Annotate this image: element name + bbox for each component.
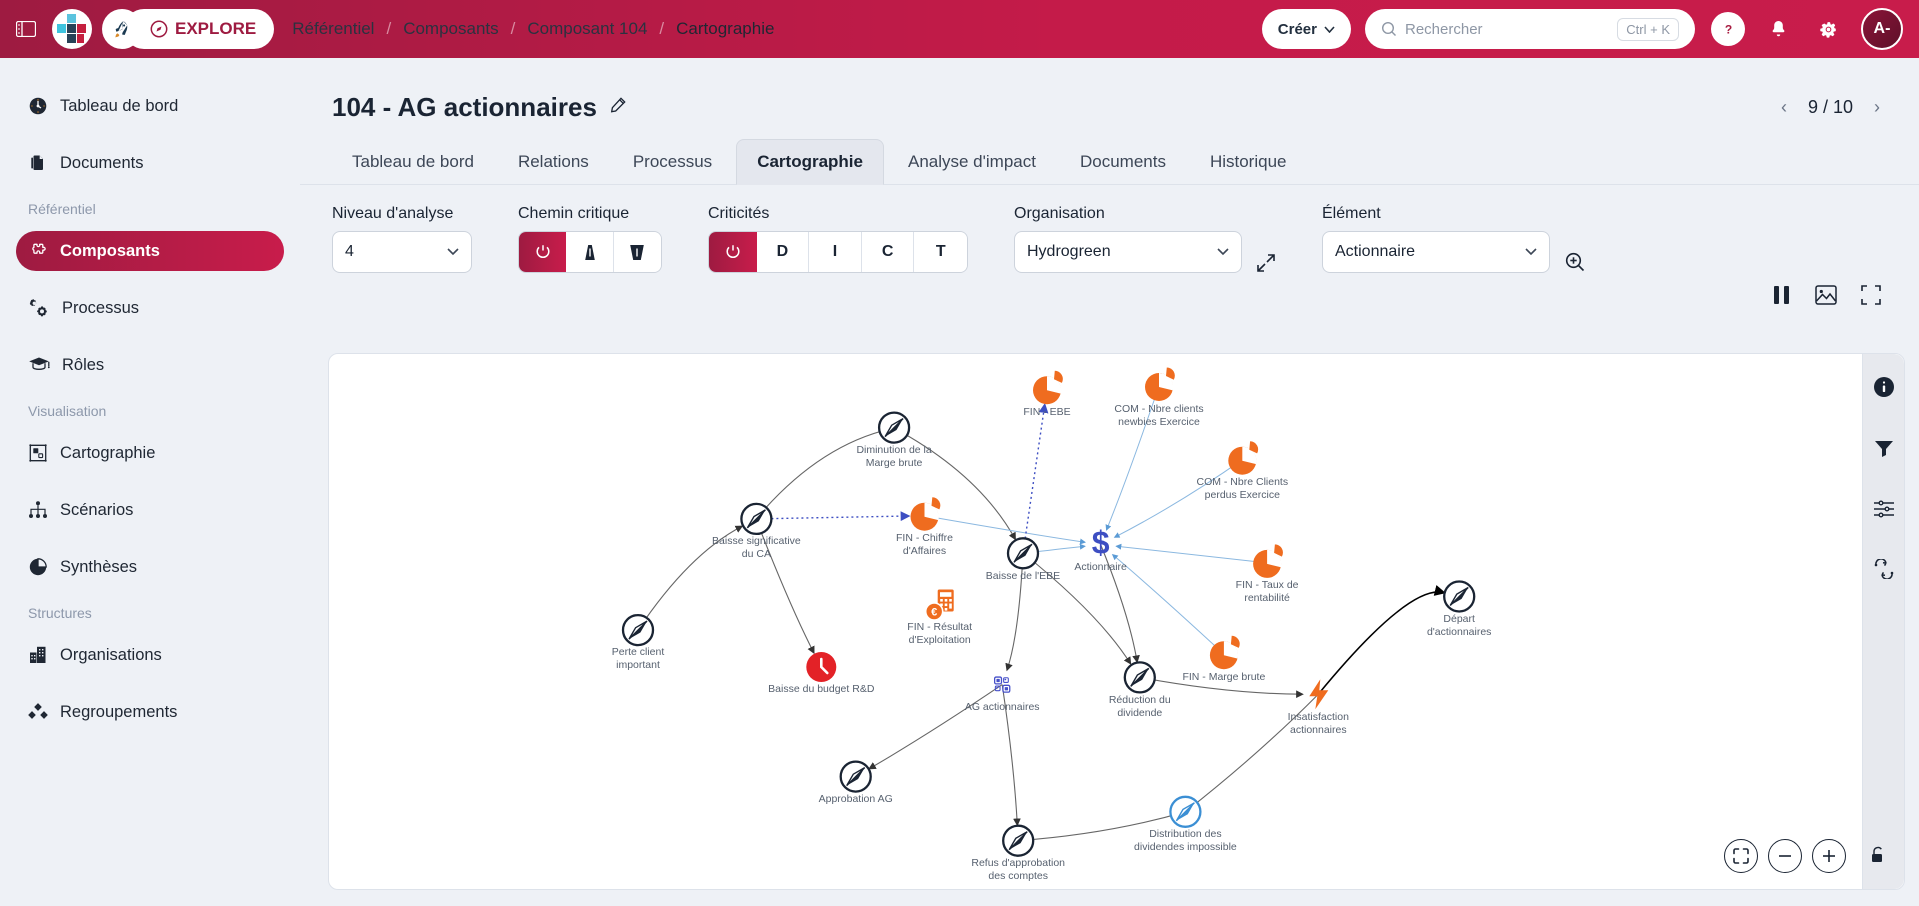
svg-text:?: ?	[1724, 22, 1731, 36]
